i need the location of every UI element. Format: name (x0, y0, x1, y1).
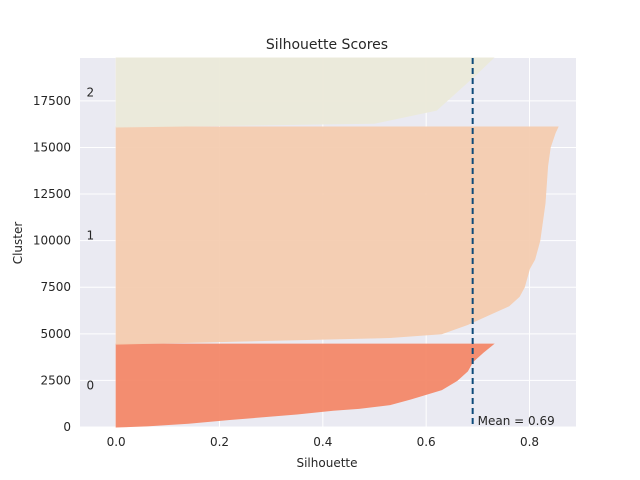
cluster-0-label: 0 (87, 379, 95, 393)
cluster-labels: 0 1 2 (87, 85, 95, 392)
cluster-1-area (115, 126, 559, 345)
y-axis-title: Cluster (11, 222, 25, 265)
y-tick-label: 17500 (33, 94, 71, 108)
y-tick-label: 7500 (40, 280, 71, 294)
cluster-2-area (115, 57, 495, 128)
y-tick-label: 5000 (40, 327, 71, 341)
cluster-areas (115, 57, 559, 428)
mean-annotation: Mean = 0.69 (478, 414, 555, 428)
y-tick-label: 10000 (33, 234, 71, 248)
x-tick-label: 0.8 (520, 435, 539, 449)
x-axis-title: Silhouette (296, 456, 357, 470)
x-tick-label: 0.6 (417, 435, 436, 449)
y-tick-label: 2500 (40, 373, 71, 387)
y-tick-label: 15000 (33, 140, 71, 154)
y-tick-label: 12500 (33, 187, 71, 201)
x-tick-label: 0.2 (210, 435, 229, 449)
cluster-2-label: 2 (87, 85, 95, 99)
y-tick-label: 0 (63, 420, 71, 434)
x-tick-label: 0.0 (107, 435, 126, 449)
cluster-1-label: 1 (87, 229, 95, 243)
cluster-0-area (115, 343, 495, 428)
chart-title: Silhouette Scores (266, 37, 388, 53)
x-tick-labels: 0.0 0.2 0.4 0.6 0.8 (107, 435, 539, 449)
x-tick-label: 0.4 (313, 435, 332, 449)
y-tick-labels: 0 2500 5000 7500 10000 12500 15000 17500 (33, 94, 71, 434)
